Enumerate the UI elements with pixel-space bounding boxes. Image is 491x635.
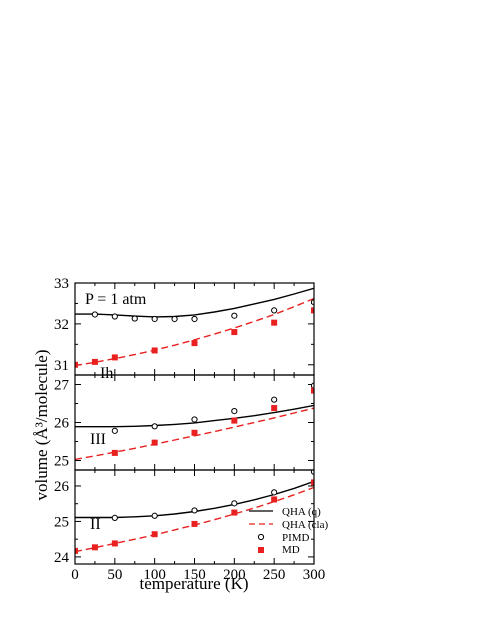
x-tick-label-50: 50 [107,567,122,583]
legend-marker-md [258,547,264,553]
point-md-ih-200 [231,329,238,336]
point-md-ii-50 [111,540,118,547]
point-pimd-iii-250 [271,396,278,403]
legend-label-qha-cla: QHA (cla) [282,519,328,531]
x-tick-label-300: 300 [303,567,326,583]
point-md-ii-25 [91,544,98,551]
point-md-iii-300 [311,387,314,394]
y-tick-label-iii-25: 25 [54,454,69,470]
series-line-qha-cla-iii [75,407,314,461]
point-md-iii-250 [271,405,278,412]
panel-label-ih: Ih [100,365,113,382]
x-tick-label-150: 150 [183,567,206,583]
point-pimd-ii-50 [111,514,118,521]
point-md-ii-300 [311,479,314,486]
point-pimd-ih-125 [171,315,178,323]
legend-label-qha-q: QHA (q) [282,506,321,518]
point-pimd-iii-50 [111,427,118,434]
x-tick-label-200: 200 [223,567,246,583]
x-tick-labels: 0 50 100 150 200 250 300 [71,567,325,583]
plot-area-ih [75,287,314,368]
point-md-ih-150 [191,340,198,347]
point-md-ii-200 [231,509,238,516]
panel-iii: 25 26 27 III [54,374,315,471]
x-tick-label-0: 0 [71,567,79,583]
legend-label-pimd: PIMD [282,532,310,544]
legend: QHA (q) QHA (cla) PIMD MD [249,506,328,556]
point-md-iii-200 [231,417,238,424]
point-pimd-ii-150 [191,507,198,514]
x-axis-title: temperature (K) [139,574,248,593]
point-md-iii-100 [151,439,158,446]
point-md-ii-100 [151,531,158,538]
y-tick-label-ih-31: 31 [54,358,69,374]
x-tick-label-250: 250 [263,567,286,583]
point-md-ih-0 [75,361,78,368]
point-md-iii-150 [191,429,198,436]
point-md-ii-0 [75,547,78,554]
point-pimd-ii-100 [151,512,158,519]
point-md-ih-50 [111,354,118,361]
panel-label-iii: III [90,431,106,448]
y-tick-label-iii-26: 26 [54,416,70,432]
point-pimd-iii-150 [191,416,198,423]
point-md-ii-250 [271,496,278,503]
point-md-ii-150 [191,520,198,527]
series-line-qha-cla-ih [75,297,314,367]
point-pimd-ii-250 [271,489,278,496]
point-md-ih-100 [151,347,158,354]
point-pimd-iii-100 [151,423,158,430]
x-tick-label-100: 100 [143,567,166,583]
point-md-ih-250 [271,319,278,326]
point-pimd-iii-200 [231,408,238,415]
y-tick-label-ii-25: 25 [54,514,69,530]
panel-ii: 24 25 26 II [54,469,315,566]
legend-marker-pimd [257,533,265,541]
point-pimd-ih-200 [231,312,238,319]
point-pimd-ii-200 [231,500,238,507]
y-tick-label-ii-24: 24 [54,550,70,566]
point-pimd-ih-250 [271,307,278,314]
point-pimd-ih-25 [91,311,99,318]
series-line-qha-q-iii [75,404,314,428]
panel-frame-ii [74,469,315,565]
y-tick-label-ih-33: 33 [54,276,69,292]
point-md-ih-300 [311,307,314,314]
panel-ih: 31 32 33 Ih P = 1 atm [54,276,315,382]
point-pimd-ih-100 [151,315,158,323]
series-line-qha-cla-ii [75,486,314,553]
y-tick-label-ih-32: 32 [54,317,69,333]
legend-label-md: MD [282,544,300,556]
y-axis-title: volume (Å³/molecule) [32,350,51,501]
y-tick-label-iii-27: 27 [54,378,70,394]
point-pimd-ih-75 [131,315,138,322]
pressure-annotation: P = 1 atm [85,291,147,308]
plot-area-iii [75,382,314,461]
point-md-ih-25 [91,358,98,365]
y-tick-label-ii-26: 26 [54,479,70,495]
plot-area-ii [75,470,314,554]
point-pimd-ih-150 [191,315,198,323]
point-md-iii-50 [111,449,118,456]
panel-label-ii: II [90,516,101,533]
point-pimd-ih-50 [111,313,118,320]
